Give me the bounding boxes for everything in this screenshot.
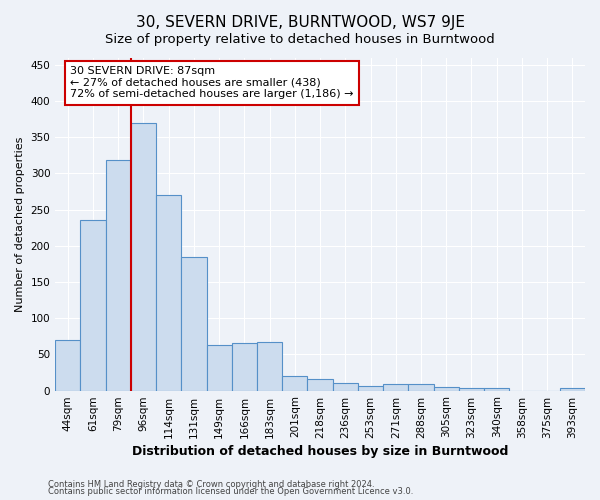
Bar <box>383 384 409 390</box>
Text: 30 SEVERN DRIVE: 87sqm
← 27% of detached houses are smaller (438)
72% of semi-de: 30 SEVERN DRIVE: 87sqm ← 27% of detached… <box>70 66 354 100</box>
Bar <box>434 387 459 390</box>
Text: Size of property relative to detached houses in Burntwood: Size of property relative to detached ho… <box>105 32 495 46</box>
Bar <box>80 220 106 390</box>
Bar <box>484 388 509 390</box>
Bar <box>206 345 232 391</box>
Bar <box>459 388 484 390</box>
Y-axis label: Number of detached properties: Number of detached properties <box>15 136 25 312</box>
Bar <box>156 195 181 390</box>
Bar <box>332 384 358 390</box>
Bar <box>55 340 80 390</box>
Bar <box>106 160 131 390</box>
X-axis label: Distribution of detached houses by size in Burntwood: Distribution of detached houses by size … <box>132 444 508 458</box>
Bar <box>232 343 257 390</box>
Text: 30, SEVERN DRIVE, BURNTWOOD, WS7 9JE: 30, SEVERN DRIVE, BURNTWOOD, WS7 9JE <box>136 15 464 30</box>
Bar <box>282 376 307 390</box>
Bar <box>307 379 332 390</box>
Text: Contains HM Land Registry data © Crown copyright and database right 2024.: Contains HM Land Registry data © Crown c… <box>48 480 374 489</box>
Bar <box>560 388 585 390</box>
Bar <box>257 342 282 390</box>
Bar <box>358 386 383 390</box>
Bar <box>409 384 434 390</box>
Bar <box>181 258 206 390</box>
Text: Contains public sector information licensed under the Open Government Licence v3: Contains public sector information licen… <box>48 487 413 496</box>
Bar <box>131 122 156 390</box>
